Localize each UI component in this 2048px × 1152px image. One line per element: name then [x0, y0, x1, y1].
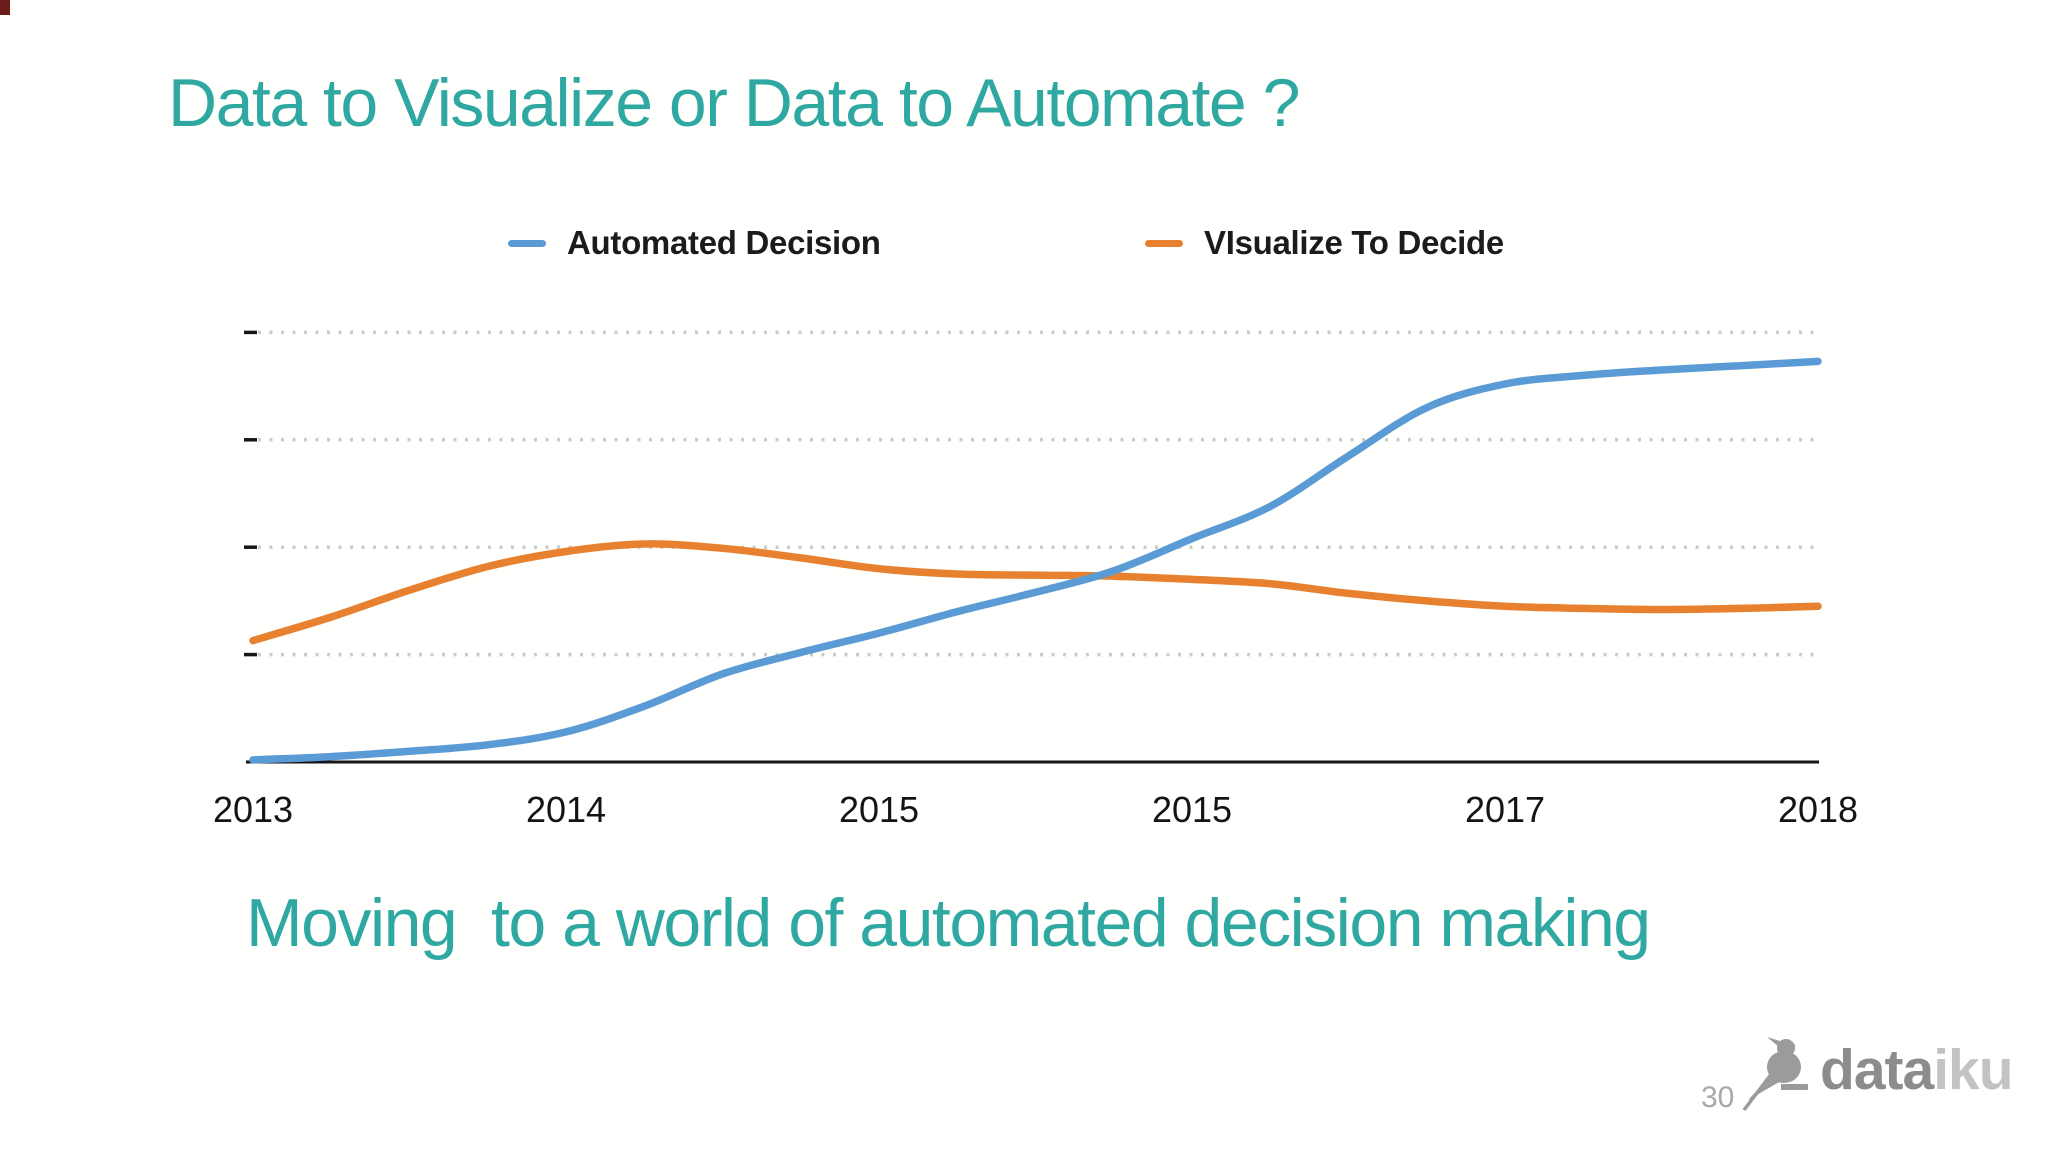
dataiku-bird-icon [1742, 1037, 1808, 1112]
legend-dash-blue-icon [508, 239, 546, 247]
x-axis-tick-label: 2014 [525, 789, 607, 830]
page-number: 30 [1701, 1081, 1735, 1114]
legend-dash-orange-icon [1145, 239, 1183, 247]
visualize-to-decide-line [249, 540, 1822, 645]
y-axis-tick-marks [244, 330, 257, 657]
x-axis-tick-label: 2015 [838, 789, 920, 830]
legend-label-visualize-to-decide: VIsualize To Decide [1204, 224, 1504, 261]
logo-text-data: data [1820, 1038, 1934, 1102]
logo-wordmark: dataiku [1820, 1042, 2014, 1099]
legend-item-visualize-to-decide: VIsualize To Decide [1145, 221, 1504, 265]
y-gridlines [258, 330, 1819, 657]
automated-decision-line [249, 357, 1822, 764]
x-axis-tick-label: 2017 [1464, 789, 1546, 830]
slide-subtitle: Moving to a world of automated decision … [246, 885, 1651, 961]
slide-title: Data to Visualize or Data to Automate ? [168, 65, 1300, 141]
corner-artifact [0, 0, 10, 15]
x-axis-tick-label: 2013 [212, 789, 294, 830]
x-axis-tick-label: 2018 [1777, 789, 1859, 830]
x-axis-tick-label: 2015 [1151, 789, 1233, 830]
legend-label-automated-decision: Automated Decision [567, 224, 881, 261]
legend-item-automated-decision: Automated Decision [508, 221, 881, 265]
dataiku-logo: dataiku [1736, 1034, 2014, 1118]
logo-text-iku: iku [1933, 1038, 2013, 1102]
